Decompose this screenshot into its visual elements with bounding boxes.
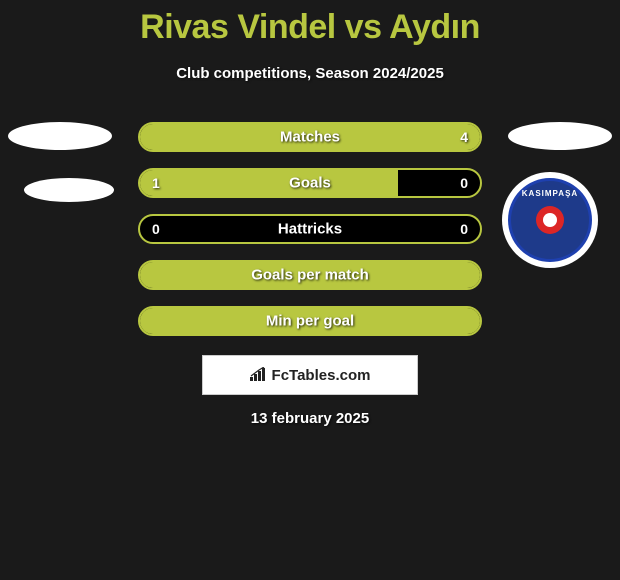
stat-bar-goals: Goals 1 0 bbox=[138, 168, 482, 198]
club-badge-flag bbox=[536, 206, 564, 234]
bar-label: Goals bbox=[289, 175, 331, 192]
date-text: 13 february 2025 bbox=[251, 410, 369, 427]
stat-bar-hattricks: Hattricks 0 0 bbox=[138, 214, 482, 244]
stat-bars: Matches 4 Goals 1 0 Hattricks 0 0 Goals per matc… bbox=[138, 122, 482, 352]
stat-bar-min-per-goal: Min per goal bbox=[138, 306, 482, 336]
subtitle: Club competitions, Season 2024/2025 bbox=[0, 65, 620, 82]
page-title: Rivas Vindel vs Aydın bbox=[0, 0, 620, 47]
bar-value-right: 0 bbox=[460, 175, 468, 191]
player-right-avatar bbox=[508, 122, 612, 150]
bar-value-left: 1 bbox=[152, 175, 160, 191]
brand-box[interactable]: FcTables.com bbox=[202, 355, 418, 395]
club-badge-text: KASIMPAŞA bbox=[522, 189, 578, 198]
player-left-avatar bbox=[8, 122, 112, 150]
chart-icon bbox=[250, 367, 268, 384]
bar-label: Hattricks bbox=[278, 221, 342, 238]
bar-label: Matches bbox=[280, 129, 340, 146]
bar-label: Goals per match bbox=[251, 267, 369, 284]
bar-value-right: 0 bbox=[460, 221, 468, 237]
club-right-badge: KASIMPAŞA bbox=[502, 172, 598, 268]
stat-bar-goals-per-match: Goals per match bbox=[138, 260, 482, 290]
stat-bar-matches: Matches 4 bbox=[138, 122, 482, 152]
bar-value-left: 0 bbox=[152, 221, 160, 237]
brand-text: FcTables.com bbox=[272, 367, 371, 384]
club-badge-inner: KASIMPAŞA bbox=[508, 178, 592, 262]
bar-label: Min per goal bbox=[266, 313, 354, 330]
brand-label: FcTables.com bbox=[250, 367, 371, 384]
club-left-avatar bbox=[24, 178, 114, 202]
bar-fill-left bbox=[140, 170, 398, 196]
bar-value-right: 4 bbox=[460, 129, 468, 145]
